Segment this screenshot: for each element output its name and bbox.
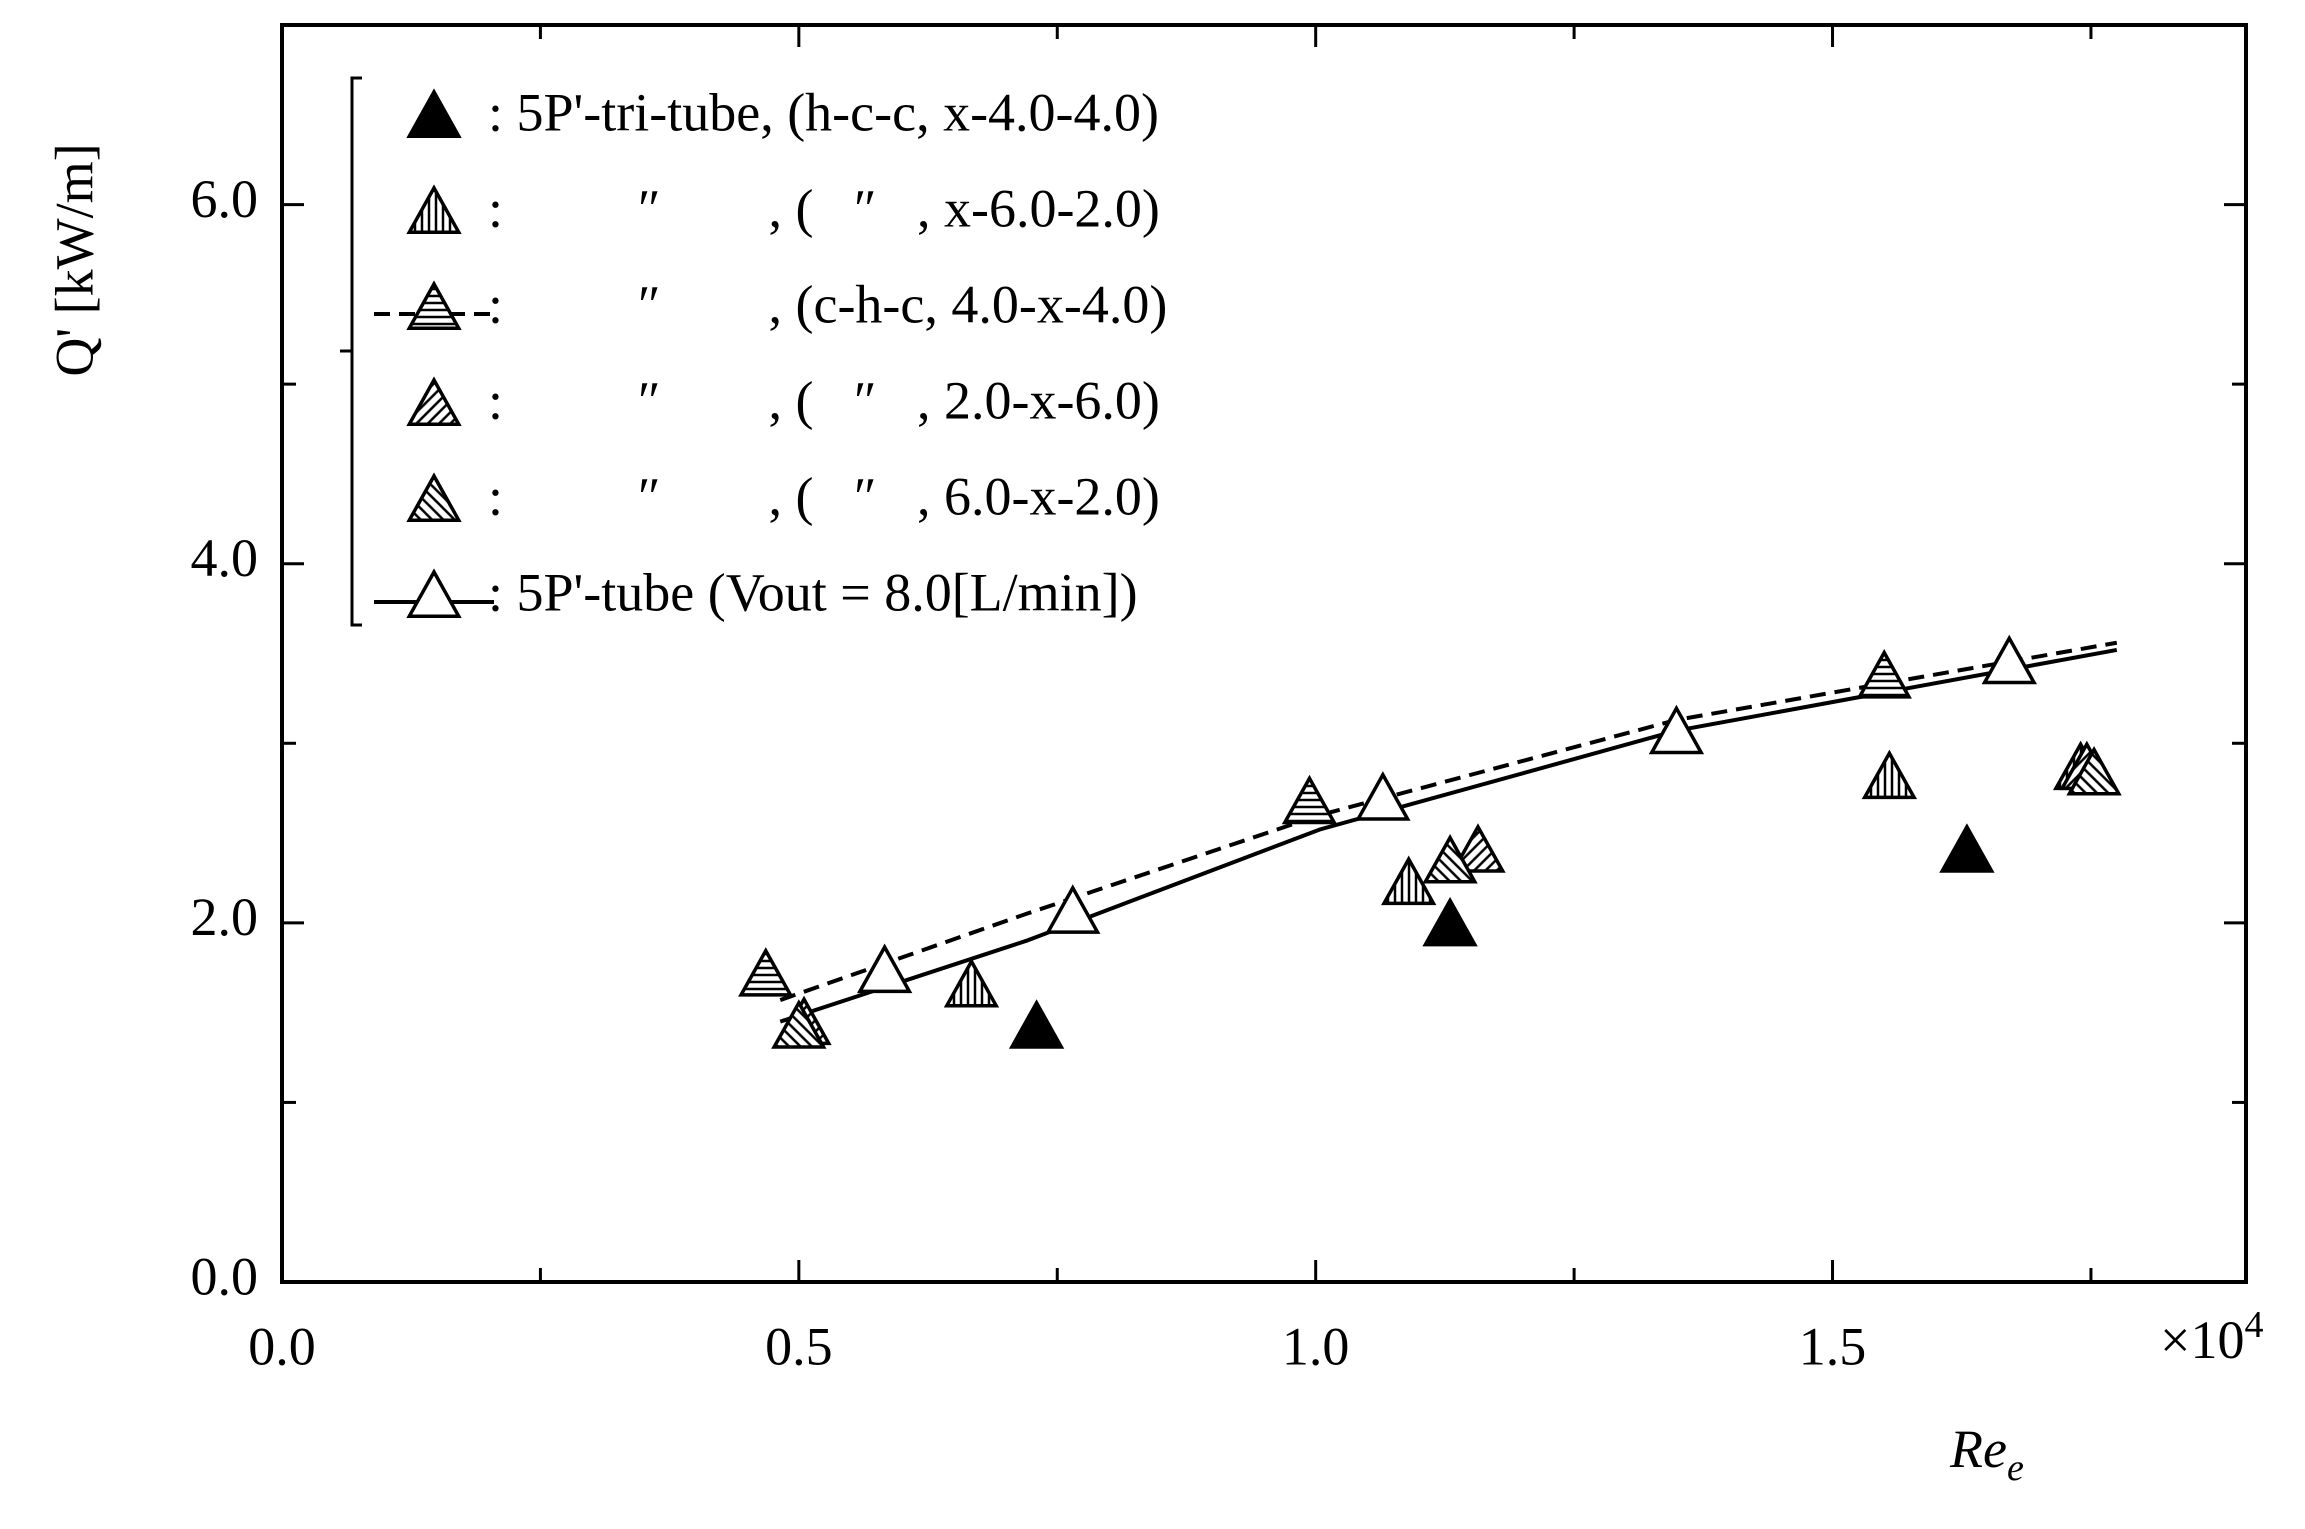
x-tick-label: 1.5: [1799, 1316, 1867, 1376]
marker: [1381, 855, 1437, 906]
legend-label: : ″ , ( ″ , x-6.0-2.0): [488, 178, 1160, 238]
marker: [943, 957, 1000, 1008]
marker: [1422, 896, 1478, 947]
legend-marker: [406, 376, 462, 426]
x-multiplier-exp: 4: [2244, 1304, 2263, 1346]
legend-marker: [406, 184, 462, 234]
marker: [771, 999, 827, 1049]
marker: [1450, 823, 1506, 873]
marker: [1422, 834, 1478, 884]
legend-bracket: [340, 76, 362, 627]
plot-frame: [280, 23, 2248, 1284]
marker: [1008, 999, 1065, 1049]
x-tick-label: 0.5: [765, 1316, 833, 1376]
y-axis-label: Q' [kW/m]: [44, 143, 104, 376]
fit-line: [779, 640, 2118, 1002]
fit-line: [779, 647, 2118, 1024]
marker: [1856, 649, 1912, 699]
marker: [1045, 884, 1101, 934]
marker: [1939, 823, 1995, 873]
legend-label: : ″ , ( ″ , 6.0-x-2.0): [488, 466, 1160, 526]
legend-marker: [406, 472, 462, 522]
marker: [856, 943, 913, 994]
legend-marker: [406, 88, 462, 138]
legend-marker: [406, 280, 462, 330]
marker: [1648, 704, 1705, 755]
legend-label: : ″ , ( ″ , 2.0-x-6.0): [488, 370, 1160, 430]
x-tick-label: 1.0: [1282, 1316, 1350, 1376]
x-axis-label-main: Re: [1949, 1419, 2007, 1479]
x-multiplier-base: ×10: [2160, 1310, 2244, 1370]
marker: [1981, 634, 2037, 685]
legend-label: : ″ , (c-h-c, 4.0-x-4.0): [488, 274, 1167, 334]
legend-label: : 5P'-tri-tube, (h-c-c, x-4.0-4.0): [488, 82, 1159, 142]
y-tick-label: 4.0: [191, 528, 259, 588]
y-tick-label: 6.0: [191, 169, 259, 229]
marker: [2066, 746, 2122, 796]
marker: [1861, 749, 1918, 800]
x-multiplier: ×104: [2160, 1304, 2263, 1371]
marker: [738, 947, 794, 997]
y-tick-label: 2.0: [191, 887, 259, 947]
legend-label: : 5P'-tube (Vout = 8.0[L/min]): [488, 562, 1138, 622]
legend-marker: [406, 568, 462, 618]
marker: [1355, 771, 1411, 821]
marker: [1281, 774, 1338, 825]
x-tick-label: 0.0: [248, 1316, 316, 1376]
x-axis-label: Ree: [1949, 1419, 2024, 1488]
x-axis-label-sub: e: [2007, 1447, 2024, 1489]
y-tick-label: 0.0: [191, 1246, 259, 1306]
